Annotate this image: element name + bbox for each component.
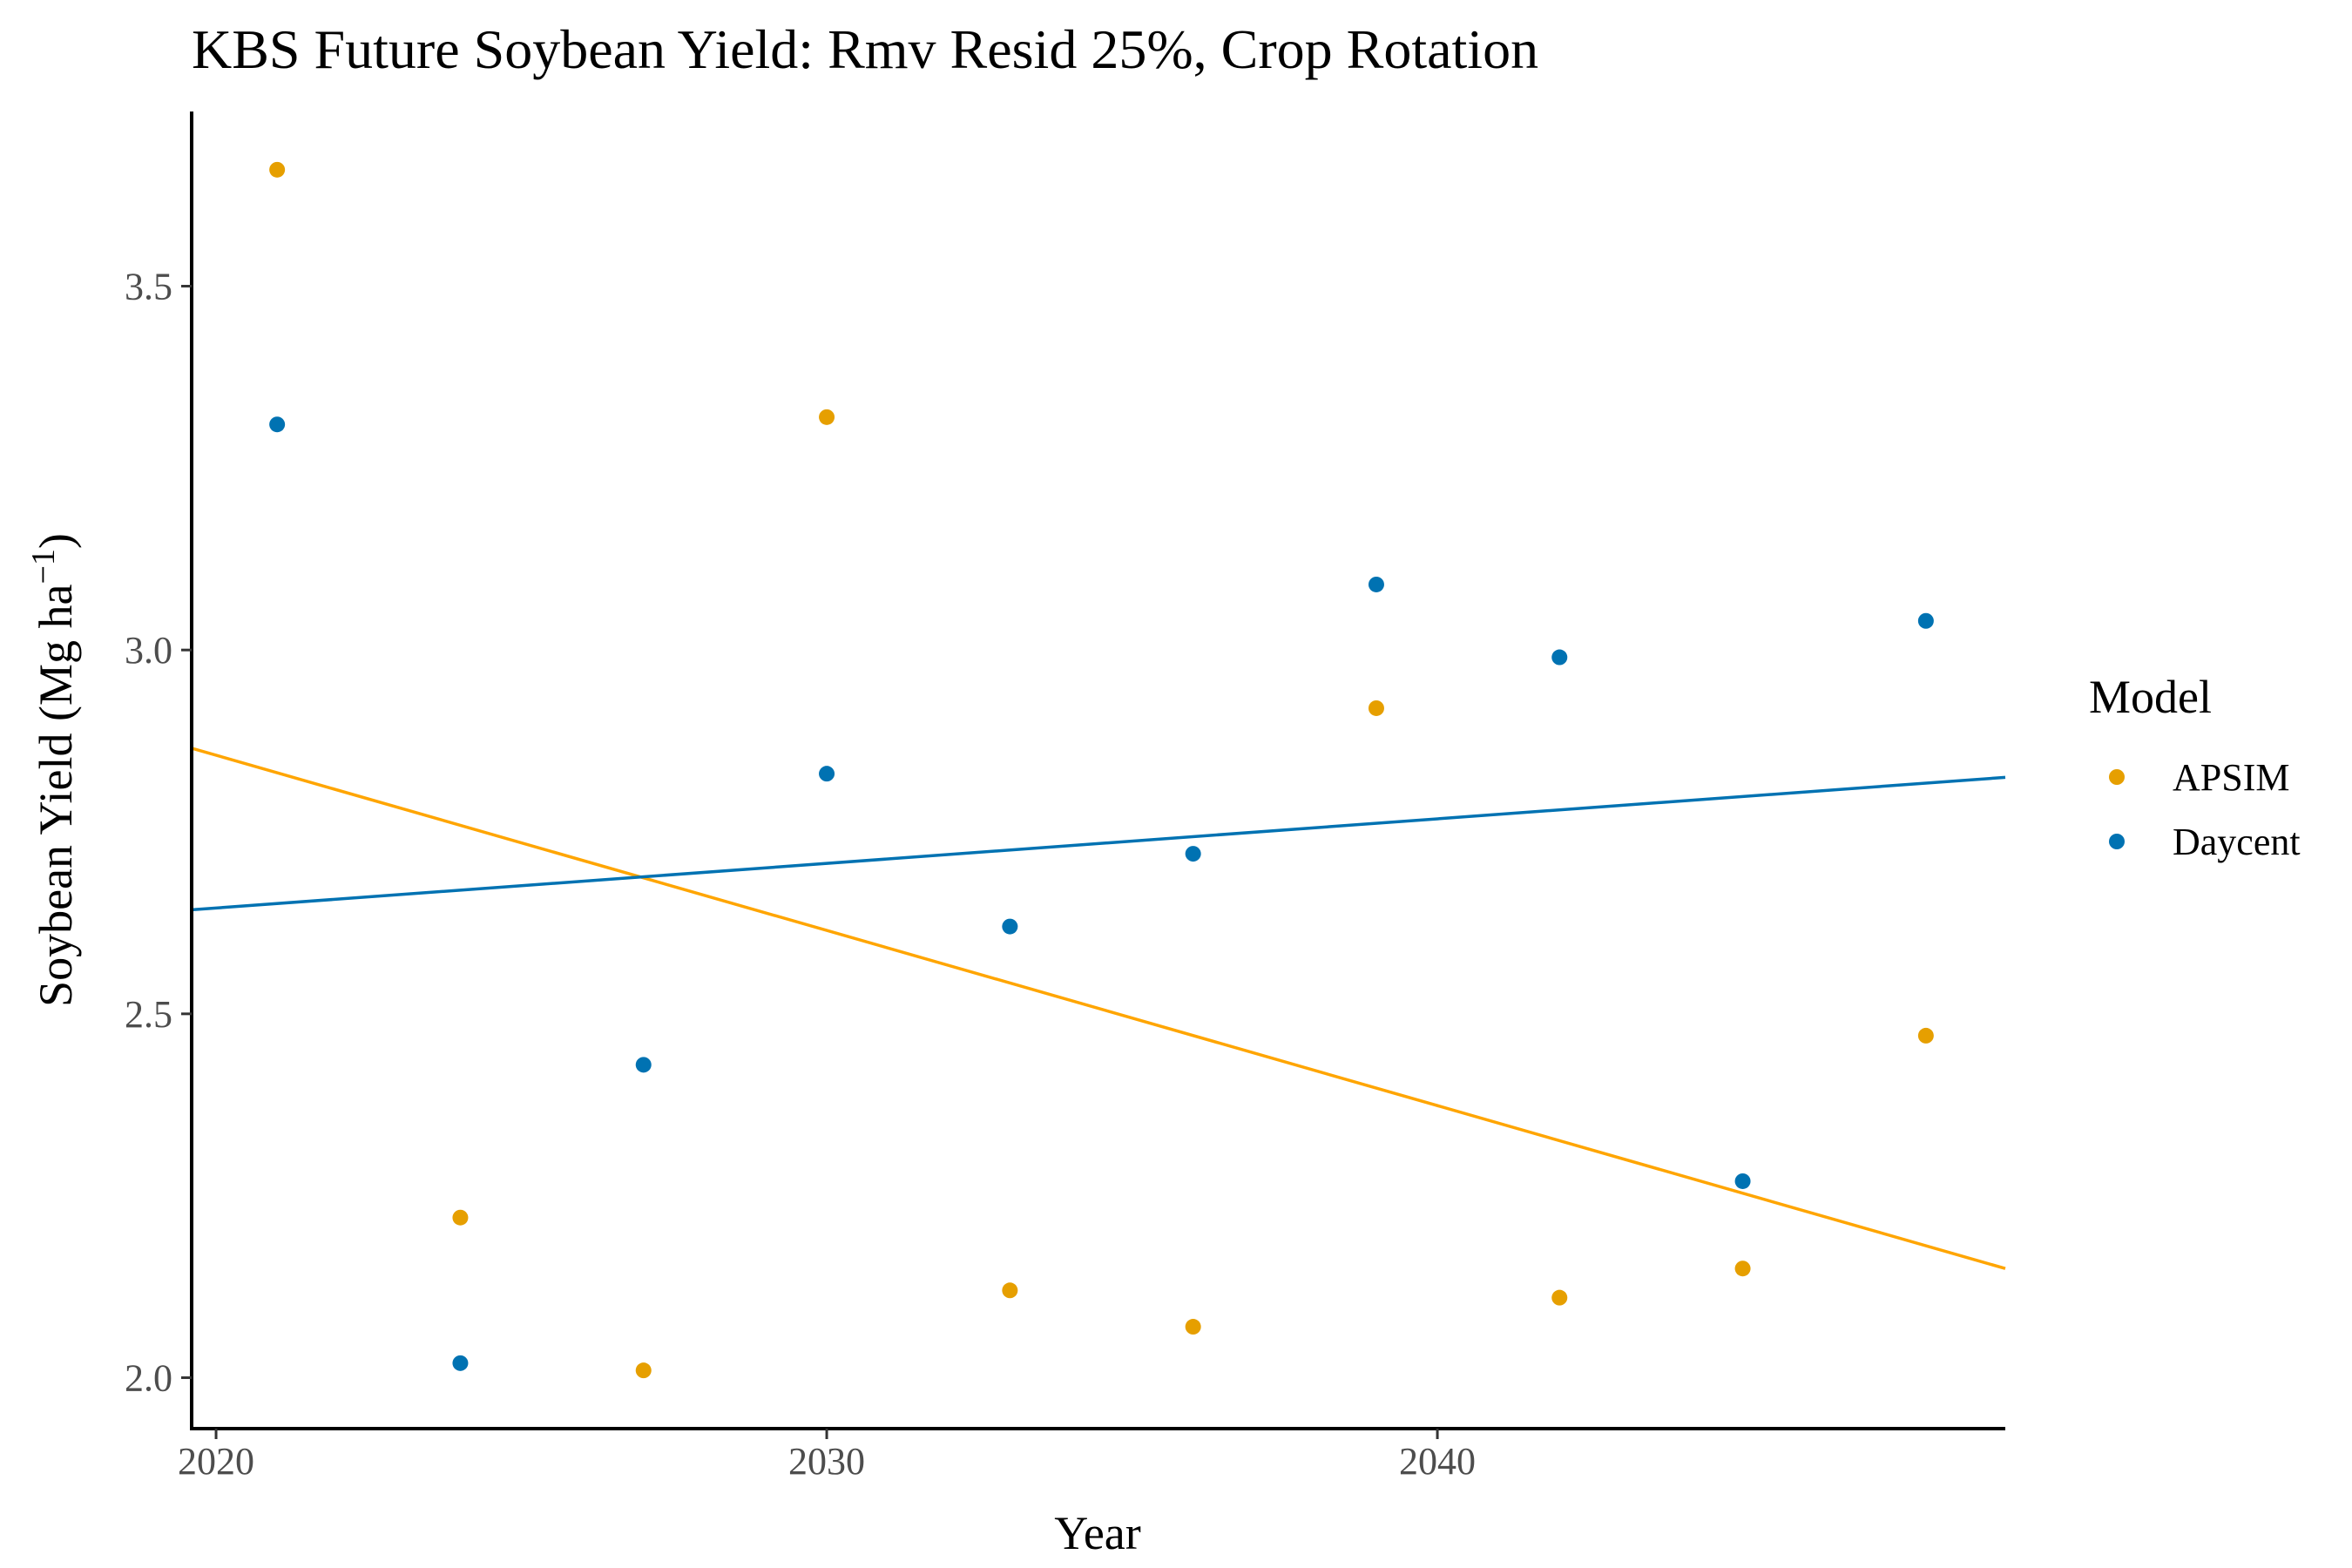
x-tick-label: 2020 bbox=[178, 1440, 254, 1483]
y-tick-label: 3.0 bbox=[125, 629, 172, 672]
x-tick-label: 2040 bbox=[1399, 1440, 1476, 1483]
legend-label-daycent: Daycent bbox=[2173, 821, 2301, 863]
legend-label-apsim: APSIM bbox=[2173, 756, 2290, 799]
daycent-point bbox=[1917, 612, 1934, 629]
y-axis-label-close: ) bbox=[30, 533, 82, 549]
apsim-point bbox=[1917, 1027, 1934, 1044]
y-tick-label: 3.5 bbox=[125, 265, 172, 308]
daycent-point bbox=[1734, 1173, 1751, 1189]
apsim-point bbox=[1734, 1260, 1751, 1277]
daycent-point bbox=[1368, 576, 1384, 592]
plot-panel bbox=[191, 161, 2006, 1379]
chart-title: KBS Future Soybean Yield: Rmv Resid 25%,… bbox=[192, 18, 1538, 80]
x-tick-label: 2030 bbox=[788, 1440, 865, 1483]
apsim-trend-line bbox=[191, 747, 2006, 1270]
daycent-point bbox=[1185, 846, 1201, 862]
apsim-point bbox=[269, 161, 286, 178]
apsim-point bbox=[1551, 1289, 1568, 1306]
apsim-point bbox=[1002, 1282, 1018, 1299]
y-tick-label: 2.0 bbox=[125, 1357, 172, 1400]
apsim-point bbox=[452, 1209, 469, 1226]
y-tick-label: 2.5 bbox=[125, 993, 172, 1036]
data-points bbox=[269, 161, 1934, 1379]
daycent-point bbox=[635, 1057, 652, 1073]
x-axis-ticks: 2020 2030 2040 bbox=[178, 1429, 1476, 1483]
apsim-point bbox=[819, 409, 835, 425]
x-axis-label: Year bbox=[1054, 1507, 1141, 1559]
daycent-point bbox=[1551, 649, 1568, 666]
apsim-point bbox=[1368, 700, 1384, 716]
daycent-point bbox=[269, 416, 286, 433]
legend-key-daycent bbox=[2109, 834, 2125, 849]
y-axis-ticks: 2.0 2.5 3.0 3.5 bbox=[125, 265, 192, 1400]
legend-title: Model bbox=[2089, 671, 2212, 723]
legend: Model APSIM Daycent bbox=[2089, 671, 2301, 863]
daycent-point bbox=[819, 766, 835, 782]
apsim-point bbox=[635, 1362, 652, 1379]
y-axis-label: Soybean Yield (Mg ha−1) bbox=[25, 533, 82, 1007]
daycent-point bbox=[452, 1355, 469, 1371]
legend-key-apsim bbox=[2109, 769, 2125, 785]
daycent-point bbox=[1002, 918, 1018, 935]
y-axis-label-main: Soybean Yield (Mg ha bbox=[30, 584, 82, 1006]
legend-items: APSIM Daycent bbox=[2109, 756, 2301, 863]
y-axis-label-exponent: −1 bbox=[25, 549, 62, 584]
trend-lines bbox=[191, 747, 2006, 1270]
apsim-point bbox=[1185, 1319, 1201, 1335]
daycent-trend-line bbox=[191, 775, 2006, 912]
